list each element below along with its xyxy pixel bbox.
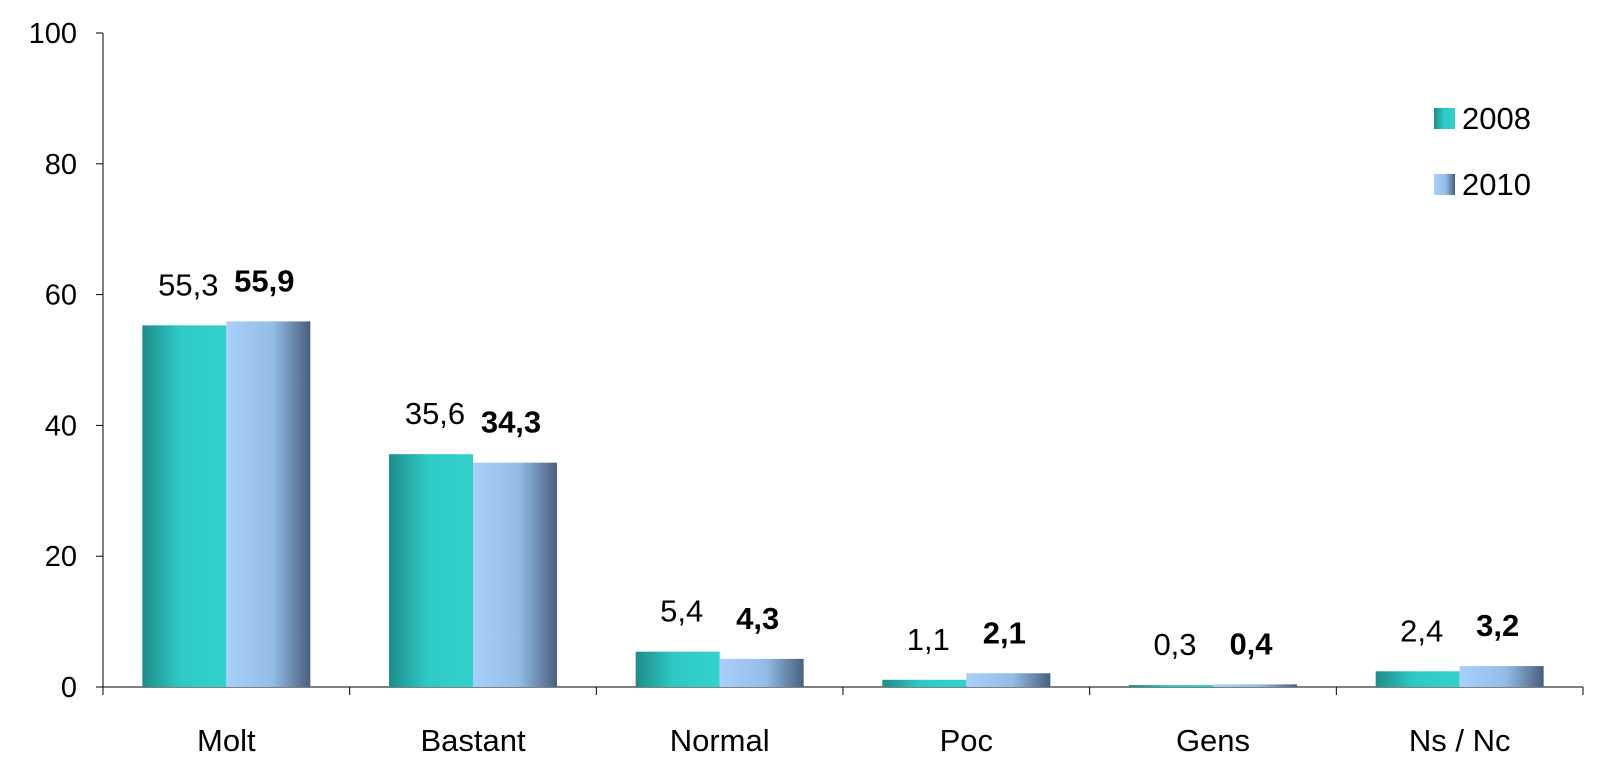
legend-swatch-2008 <box>1434 108 1455 129</box>
bar-2008-bastant <box>389 454 473 687</box>
category-label: Gens <box>1176 723 1250 758</box>
bar-2008-ns-nc <box>1375 671 1460 687</box>
y-tick-label: 40 <box>45 410 77 442</box>
data-label: 2,1 <box>983 615 1026 650</box>
data-label: 3,2 <box>1476 608 1519 643</box>
bar-2008-gens <box>1129 685 1213 687</box>
legend-label-2010: 2010 <box>1462 167 1531 202</box>
data-label: 2,4 <box>1400 613 1443 648</box>
data-label: 5,4 <box>660 594 703 629</box>
bar-2010-gens <box>1213 684 1297 687</box>
data-label: 55,3 <box>158 267 218 302</box>
bar-2008-normal <box>635 651 720 687</box>
y-tick-label: 0 <box>61 672 77 704</box>
data-label: 34,3 <box>481 405 541 440</box>
data-label: 55,9 <box>234 263 294 298</box>
bar-2008-poc <box>882 679 967 687</box>
legend-label-2008: 2008 <box>1462 101 1531 136</box>
y-tick-label: 20 <box>45 541 77 573</box>
bar-2010-molt <box>226 321 311 687</box>
data-label: 4,3 <box>736 601 779 636</box>
data-label: 35,6 <box>405 396 465 431</box>
data-label: 1,1 <box>907 622 950 657</box>
category-label: Poc <box>940 723 993 758</box>
bar-2010-bastant <box>473 462 557 687</box>
bar-2010-poc <box>966 673 1051 687</box>
bar-2010-ns-nc <box>1459 666 1544 687</box>
category-label: Ns / Nc <box>1409 723 1511 758</box>
y-tick-label: 80 <box>45 149 77 181</box>
bar-2008-molt <box>142 325 227 687</box>
y-tick-label: 100 <box>29 18 77 50</box>
category-label: Normal <box>670 723 770 758</box>
category-label: Bastant <box>420 723 526 758</box>
y-tick-label: 60 <box>45 280 77 312</box>
data-label: 0,4 <box>1229 626 1273 661</box>
category-label: Molt <box>197 723 256 758</box>
legend-swatch-2010 <box>1434 174 1455 195</box>
data-label: 0,3 <box>1153 627 1196 662</box>
bar-2010-normal <box>719 658 804 687</box>
